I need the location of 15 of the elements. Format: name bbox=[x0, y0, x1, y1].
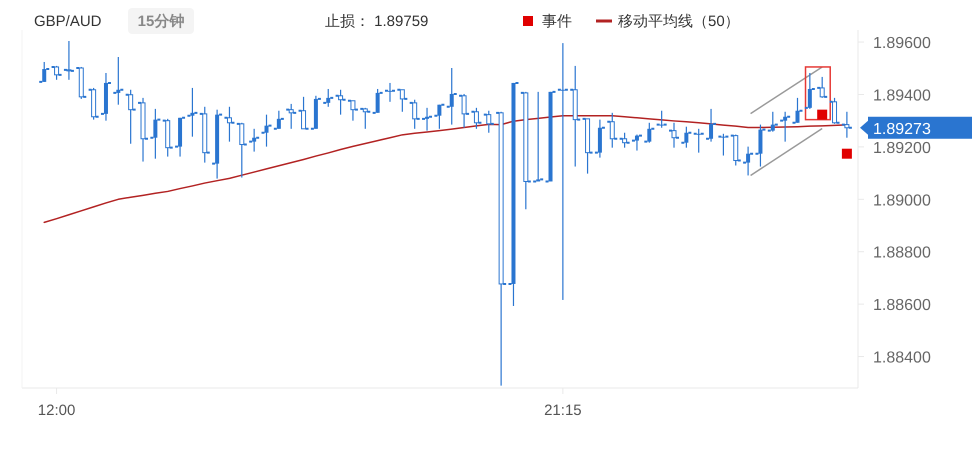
x-tick-label: 12:00 bbox=[38, 402, 76, 419]
y-tick-label: 1.89400 bbox=[873, 87, 931, 104]
chart-subtitle: 15分钟 bbox=[138, 13, 184, 30]
y-tick-label: 1.88600 bbox=[873, 297, 931, 314]
y-tick-label: 1.88400 bbox=[873, 350, 931, 367]
y-tick-label: 1.88800 bbox=[873, 244, 931, 262]
legend-label: 移动平均线（50） bbox=[618, 13, 740, 30]
y-tick-label: 1.89000 bbox=[873, 192, 931, 210]
x-tick-label: 21:15 bbox=[544, 402, 582, 419]
ref-line-label: 1.89273 bbox=[873, 120, 931, 138]
y-tick-label: 1.89600 bbox=[873, 35, 931, 52]
chart-title: GBP/AUD bbox=[34, 13, 102, 30]
y-tick-label: 1.89200 bbox=[873, 140, 931, 157]
annotation: 止损： 1.89759 bbox=[325, 13, 428, 30]
legend-label: 事件 bbox=[542, 13, 572, 30]
